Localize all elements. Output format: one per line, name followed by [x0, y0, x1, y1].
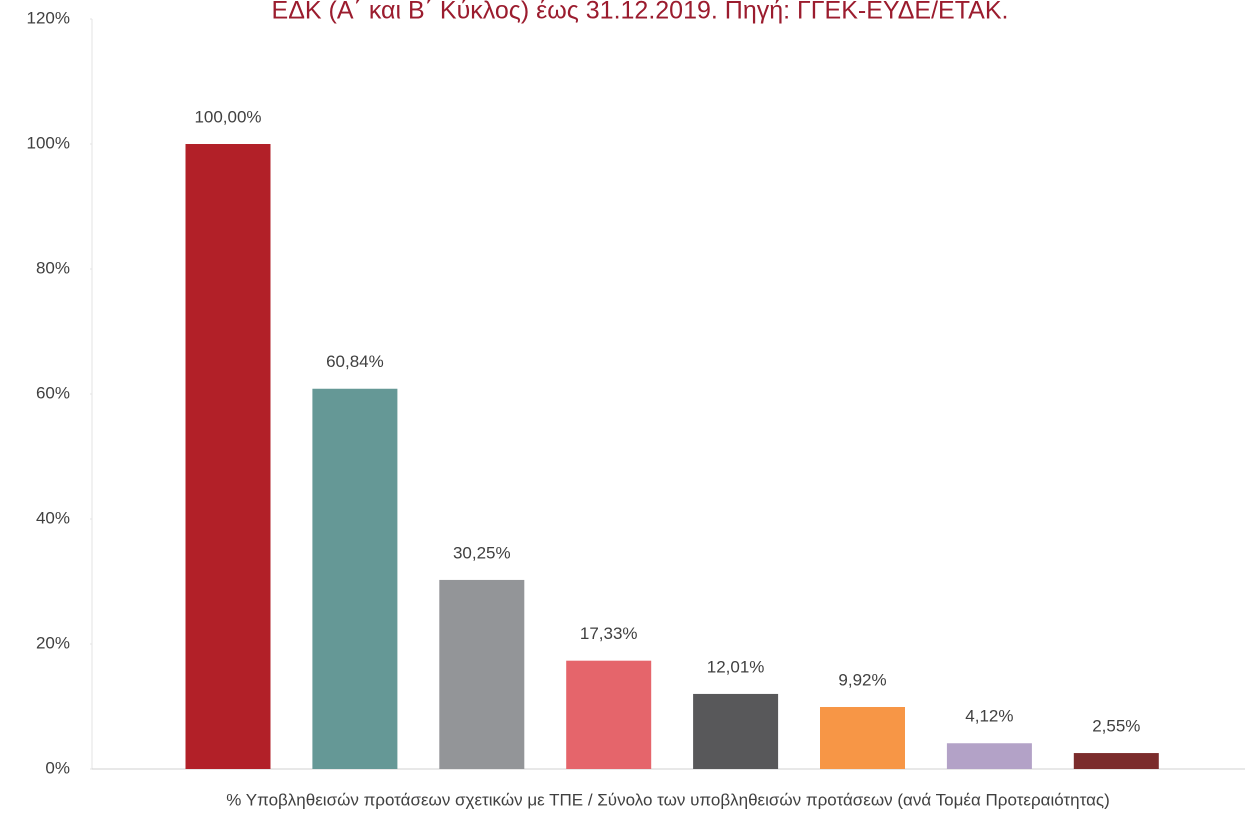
value-label: 2,55% [1092, 717, 1140, 736]
value-label: 12,01% [707, 657, 765, 676]
y-tick-label: 120% [27, 8, 70, 27]
y-tick-label: 80% [36, 258, 70, 277]
value-label: 100,00% [194, 107, 261, 126]
y-tick-label: 40% [36, 508, 70, 527]
y-tick-label: 0% [45, 758, 70, 777]
value-label: 4,12% [965, 707, 1013, 726]
value-label: 30,25% [453, 543, 511, 562]
bar [693, 693, 779, 769]
value-label: 60,84% [326, 352, 384, 371]
chart-title: ΕΔΚ (Α΄ και Β΄ Κύκλος) έως 31.12.2019. Π… [272, 0, 1009, 25]
bar [1073, 753, 1159, 769]
y-tick-label: 100% [27, 133, 70, 152]
bar [566, 660, 652, 769]
bar [185, 144, 271, 769]
y-tick-label: 20% [36, 633, 70, 652]
bar [820, 707, 905, 769]
value-label: 9,92% [838, 670, 886, 689]
bar [312, 388, 398, 769]
x-axis-label: % Υποβληθεισών προτάσεων σχετικών με ΤΠΕ… [226, 790, 1110, 809]
value-label: 17,33% [580, 624, 638, 643]
y-tick-label: 60% [36, 383, 70, 402]
bar [439, 579, 525, 769]
bar [946, 743, 1032, 769]
